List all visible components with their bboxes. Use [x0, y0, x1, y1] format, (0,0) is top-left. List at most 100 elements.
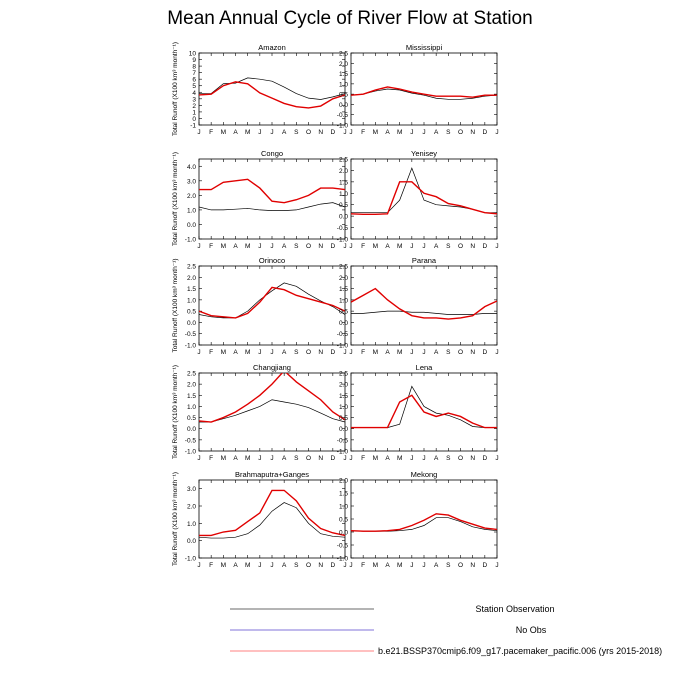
y-tick-label: 1.0: [187, 404, 196, 411]
panel-title: Parana: [412, 256, 437, 265]
x-tick-label: D: [330, 129, 335, 136]
x-tick-label: J: [495, 455, 498, 462]
y-tick-label: 2.0: [187, 382, 196, 389]
x-tick-label: F: [361, 349, 365, 356]
x-tick-label: J: [343, 129, 346, 136]
y-tick-label: 0.0: [339, 530, 348, 537]
y-tick-label: 9: [192, 57, 196, 64]
y-tick-label: -1.0: [337, 237, 349, 244]
y-tick-label: 0.0: [187, 538, 196, 545]
series-line-model: [351, 86, 497, 98]
panel-title: Amazon: [258, 43, 286, 52]
x-tick-label: J: [349, 455, 352, 462]
x-tick-label: J: [495, 562, 498, 569]
y-axis-label: Total Runoff (X100 km³ month⁻¹): [172, 259, 179, 353]
y-axis-label: Total Runoff (X100 km³ month⁻¹): [172, 42, 179, 136]
x-tick-label: J: [422, 129, 425, 136]
x-tick-label: J: [258, 562, 261, 569]
plot-frame: [198, 52, 346, 126]
x-tick-label: D: [330, 562, 335, 569]
panel-mississippi: Mississippi -1.0 -0.5 0.0 0.5 1.0 1.5 2.0 2.5 J F M…: [337, 43, 499, 136]
y-tick-label: -0.5: [337, 331, 349, 338]
x-tick-label: N: [318, 243, 323, 250]
x-tick-label: M: [373, 455, 378, 462]
x-tick-label: J: [197, 562, 200, 569]
x-tick-label: M: [397, 129, 402, 136]
x-tick-label: N: [318, 562, 323, 569]
x-tick-label: M: [221, 562, 226, 569]
x-tick-label: A: [233, 349, 238, 356]
y-tick-label: 2: [192, 103, 196, 110]
x-tick-label: D: [482, 455, 487, 462]
series-line-model: [351, 181, 497, 216]
x-tick-label: A: [282, 349, 287, 356]
x-tick-label: O: [458, 129, 463, 136]
x-tick-label: F: [209, 455, 213, 462]
plot-frame: [350, 158, 498, 240]
x-tick-label: J: [422, 562, 425, 569]
y-tick-label: -1.0: [337, 123, 349, 130]
y-tick-label: 1.5: [339, 393, 348, 400]
x-tick-label: J: [270, 562, 273, 569]
y-tick-label: 0.0: [187, 320, 196, 327]
x-tick-label: M: [373, 562, 378, 569]
x-tick-label: J: [349, 243, 352, 250]
series-line-station-observation: [199, 399, 345, 423]
y-axis-label: Total Runoff (X100 km³ month⁻¹): [172, 152, 179, 246]
y-tick-label: 7: [192, 70, 196, 77]
x-tick-label: M: [373, 129, 378, 136]
x-tick-label: J: [197, 455, 200, 462]
x-tick-label: F: [361, 562, 365, 569]
panel-title: Lena: [416, 363, 434, 372]
x-tick-label: F: [209, 562, 213, 569]
y-tick-label: -1.0: [185, 556, 197, 563]
x-tick-label: S: [446, 349, 451, 356]
plot-frame: [198, 158, 346, 240]
x-tick-label: J: [343, 455, 346, 462]
series-line-model: [199, 286, 345, 319]
y-tick-label: -0.5: [337, 437, 349, 444]
x-tick-label: A: [233, 562, 238, 569]
y-tick-label: 2.5: [339, 371, 348, 378]
x-tick-label: J: [258, 129, 261, 136]
x-tick-label: F: [361, 455, 365, 462]
y-tick-label: -1.0: [185, 449, 197, 456]
x-tick-label: D: [330, 455, 335, 462]
y-tick-label: -0.5: [337, 112, 349, 119]
x-tick-label: A: [282, 562, 287, 569]
y-tick-label: 1.5: [339, 179, 348, 186]
series-line-station-observation: [351, 88, 497, 100]
x-tick-label: A: [233, 455, 238, 462]
x-tick-label: O: [458, 562, 463, 569]
x-tick-label: N: [318, 129, 323, 136]
x-tick-label: J: [343, 562, 346, 569]
y-tick-label: 2.0: [339, 382, 348, 389]
x-tick-label: J: [422, 349, 425, 356]
x-tick-label: O: [306, 455, 311, 462]
x-tick-label: J: [343, 243, 346, 250]
y-tick-label: 1: [192, 109, 196, 116]
y-tick-label: 0.0: [339, 102, 348, 109]
x-tick-label: O: [306, 562, 311, 569]
x-tick-label: F: [209, 349, 213, 356]
x-tick-label: J: [495, 349, 498, 356]
x-tick-label: N: [470, 562, 475, 569]
y-tick-label: -0.5: [185, 331, 197, 338]
y-tick-label: 2.5: [339, 157, 348, 164]
x-tick-label: M: [221, 455, 226, 462]
x-tick-label: J: [495, 243, 498, 250]
x-tick-label: M: [397, 562, 402, 569]
y-tick-label: 2.5: [187, 264, 196, 271]
x-tick-label: A: [434, 349, 439, 356]
y-tick-label: -0.5: [337, 225, 349, 232]
y-tick-label: 0: [192, 116, 196, 123]
y-axis-label: Total Runoff (X100 km³ month⁻¹): [172, 472, 179, 566]
x-tick-label: J: [343, 349, 346, 356]
y-tick-label: 3: [192, 96, 196, 103]
y-tick-label: 5: [192, 83, 196, 90]
series-line-station-observation: [199, 77, 345, 100]
x-tick-label: F: [361, 243, 365, 250]
y-tick-label: -0.5: [337, 543, 349, 550]
y-tick-label: 0.5: [187, 415, 196, 422]
